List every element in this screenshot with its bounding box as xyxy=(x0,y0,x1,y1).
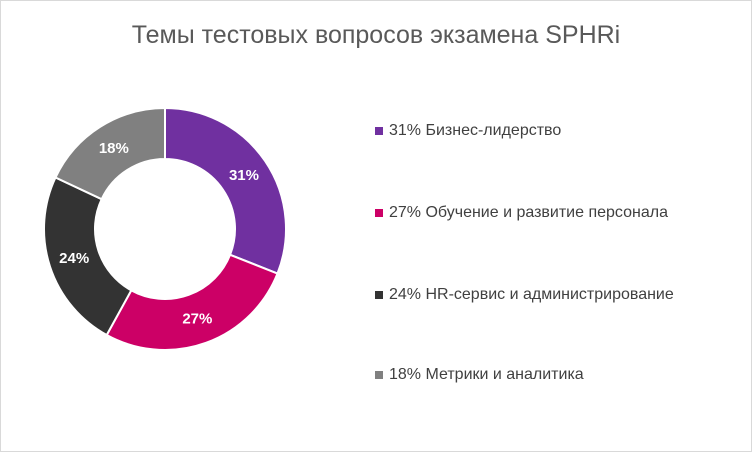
legend-item-1: 31% Бизнес-лидерство xyxy=(375,122,561,140)
legend-label: 27% Обучение и развитие персонала xyxy=(389,204,668,221)
legend-item-2: 27% Обучение и развитие персонала xyxy=(375,204,668,222)
legend-swatch xyxy=(375,291,383,299)
legend-label: 24% HR-сервис и администрирование xyxy=(389,286,674,303)
data-label-3: 24% xyxy=(59,250,89,267)
donut-slice-1 xyxy=(164,106,287,275)
data-label-2: 27% xyxy=(182,310,212,327)
legend-swatch xyxy=(375,127,383,135)
data-label-1: 31% xyxy=(229,167,259,184)
donut-slice-4 xyxy=(54,106,166,201)
legend-item-3: 24% HR-сервис и администрирование xyxy=(375,286,674,304)
legend-swatch xyxy=(375,371,383,379)
donut-slice-2 xyxy=(105,253,279,351)
legend-item-4: 18% Метрики и аналитика xyxy=(375,366,584,384)
legend-swatch xyxy=(375,209,383,217)
data-label-4: 18% xyxy=(99,140,129,157)
chart-title: Темы тестовых вопросов экзамена SPHRi xyxy=(131,21,621,49)
legend-label: 18% Метрики и аналитика xyxy=(389,366,584,383)
legend-label: 31% Бизнес-лидерство xyxy=(389,122,562,139)
